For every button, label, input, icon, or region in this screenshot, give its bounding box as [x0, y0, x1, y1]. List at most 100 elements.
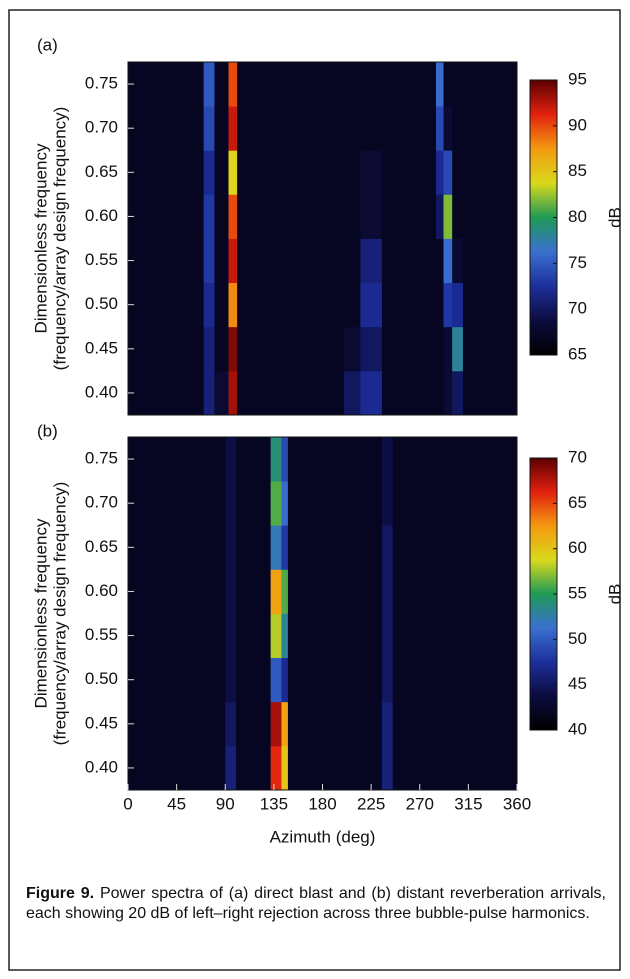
heatmap-cell — [237, 150, 345, 195]
heatmap-cell — [462, 150, 518, 195]
heatmap-cell — [236, 569, 272, 614]
heatmap-cell — [203, 370, 215, 416]
heatmap-cell — [443, 282, 453, 328]
heatmap-cell — [344, 282, 361, 328]
heatmap-cell — [452, 194, 464, 239]
x-tick-label: 180 — [308, 794, 336, 813]
heatmap-cell — [462, 370, 518, 416]
heatmap-cell — [435, 238, 444, 284]
x-tick-label: 0 — [123, 794, 132, 813]
x-tick-label: 135 — [260, 794, 288, 813]
heatmap-cell — [128, 657, 226, 703]
heatmap-cell — [270, 481, 282, 526]
heatmap-cell — [443, 106, 453, 151]
heatmap-cell — [462, 62, 518, 107]
heatmap-cell — [237, 282, 345, 328]
colorbar-tick-label: 85 — [568, 161, 587, 180]
heatmap-cell — [462, 282, 518, 328]
colorbar — [529, 457, 558, 731]
y-tick-label: 0.55 — [85, 625, 118, 644]
heatmap-cell — [381, 238, 437, 284]
heatmap-cell — [214, 194, 229, 239]
heatmap-cell — [225, 481, 237, 526]
heatmap-cell — [236, 437, 272, 482]
heatmap-cell — [381, 481, 394, 526]
heatmap-cell — [392, 525, 518, 570]
heatmap-cell — [287, 657, 383, 703]
heatmap-cell — [392, 657, 518, 703]
heatmap-cell — [270, 569, 282, 614]
heatmap-cell — [128, 525, 226, 570]
heatmap-cell — [281, 525, 289, 570]
heatmap-cell — [203, 282, 215, 328]
heatmap-cell — [381, 326, 437, 372]
heatmap-cell — [128, 370, 205, 416]
heatmap-cell — [237, 326, 345, 372]
heatmap-cell — [287, 569, 383, 614]
heatmap-cell — [287, 437, 383, 482]
heatmap-cell — [281, 745, 289, 791]
heatmap-cell — [435, 326, 444, 372]
heatmap-cell — [344, 326, 361, 372]
heatmap-cell — [270, 437, 282, 482]
y-tick-label: 0.45 — [85, 713, 118, 732]
y-tick-label: 0.65 — [85, 162, 118, 181]
heatmap-cell — [287, 481, 383, 526]
heatmap-cell — [203, 194, 215, 239]
heatmap-cell — [225, 701, 237, 747]
heatmap-cell — [281, 657, 289, 703]
heatmap-cell — [236, 481, 272, 526]
heatmap-cell — [203, 62, 215, 107]
heatmap-cell — [225, 613, 237, 659]
y-tick-label: 0.50 — [85, 294, 118, 313]
x-tick-label: 360 — [503, 794, 531, 813]
heatmap-cell — [228, 150, 238, 195]
heatmap-cell — [228, 326, 238, 372]
heatmap-cell — [214, 150, 229, 195]
heatmap-cell — [381, 701, 394, 747]
heatmap-cell — [381, 745, 394, 791]
heatmap-cell — [462, 238, 518, 284]
caption-label: Figure 9. — [26, 885, 95, 902]
heatmap-cell — [236, 745, 272, 791]
heatmap-cell — [281, 701, 289, 747]
heatmap-cell — [381, 194, 437, 239]
heatmap-cell — [225, 569, 237, 614]
y-tick-label: 0.55 — [85, 250, 118, 269]
heatmap-cell — [392, 613, 518, 659]
heatmap-cell — [128, 282, 205, 328]
heatmap-cell — [214, 370, 229, 416]
heatmap-cell — [443, 150, 453, 195]
colorbar-tick-label: 50 — [568, 629, 587, 648]
y-tick-label: 0.60 — [85, 581, 118, 600]
heatmap-cell — [128, 701, 226, 747]
heatmap-cell — [214, 106, 229, 151]
heatmap-cell — [214, 326, 229, 372]
heatmap-cell — [287, 701, 383, 747]
heatmap-cell — [360, 62, 383, 107]
colorbar-tick-label: 40 — [568, 719, 587, 738]
heatmap-cell — [228, 238, 238, 284]
heatmap-cell — [344, 62, 361, 107]
heatmap-cell — [452, 282, 464, 328]
y-axis-label: (frequency/array design frequency) — [50, 107, 69, 371]
heatmap-cell — [228, 370, 238, 416]
colorbar — [529, 79, 558, 356]
heatmap-cell — [237, 238, 345, 284]
heatmap-cell — [452, 326, 464, 372]
colorbar-label: dB — [605, 584, 624, 605]
heatmap-cell — [462, 326, 518, 372]
heatmap-cell — [128, 150, 205, 195]
heatmap-cell — [462, 106, 518, 151]
heatmap-cell — [435, 194, 444, 239]
y-tick-label: 0.45 — [85, 338, 118, 357]
heatmap-cell — [435, 106, 444, 151]
heatmap-cell — [237, 194, 345, 239]
heatmap-cell — [128, 238, 205, 284]
heatmap-cell — [452, 106, 464, 151]
heatmap-cell — [237, 62, 345, 107]
heatmap-cell — [443, 238, 453, 284]
heatmap-cell — [392, 437, 518, 482]
